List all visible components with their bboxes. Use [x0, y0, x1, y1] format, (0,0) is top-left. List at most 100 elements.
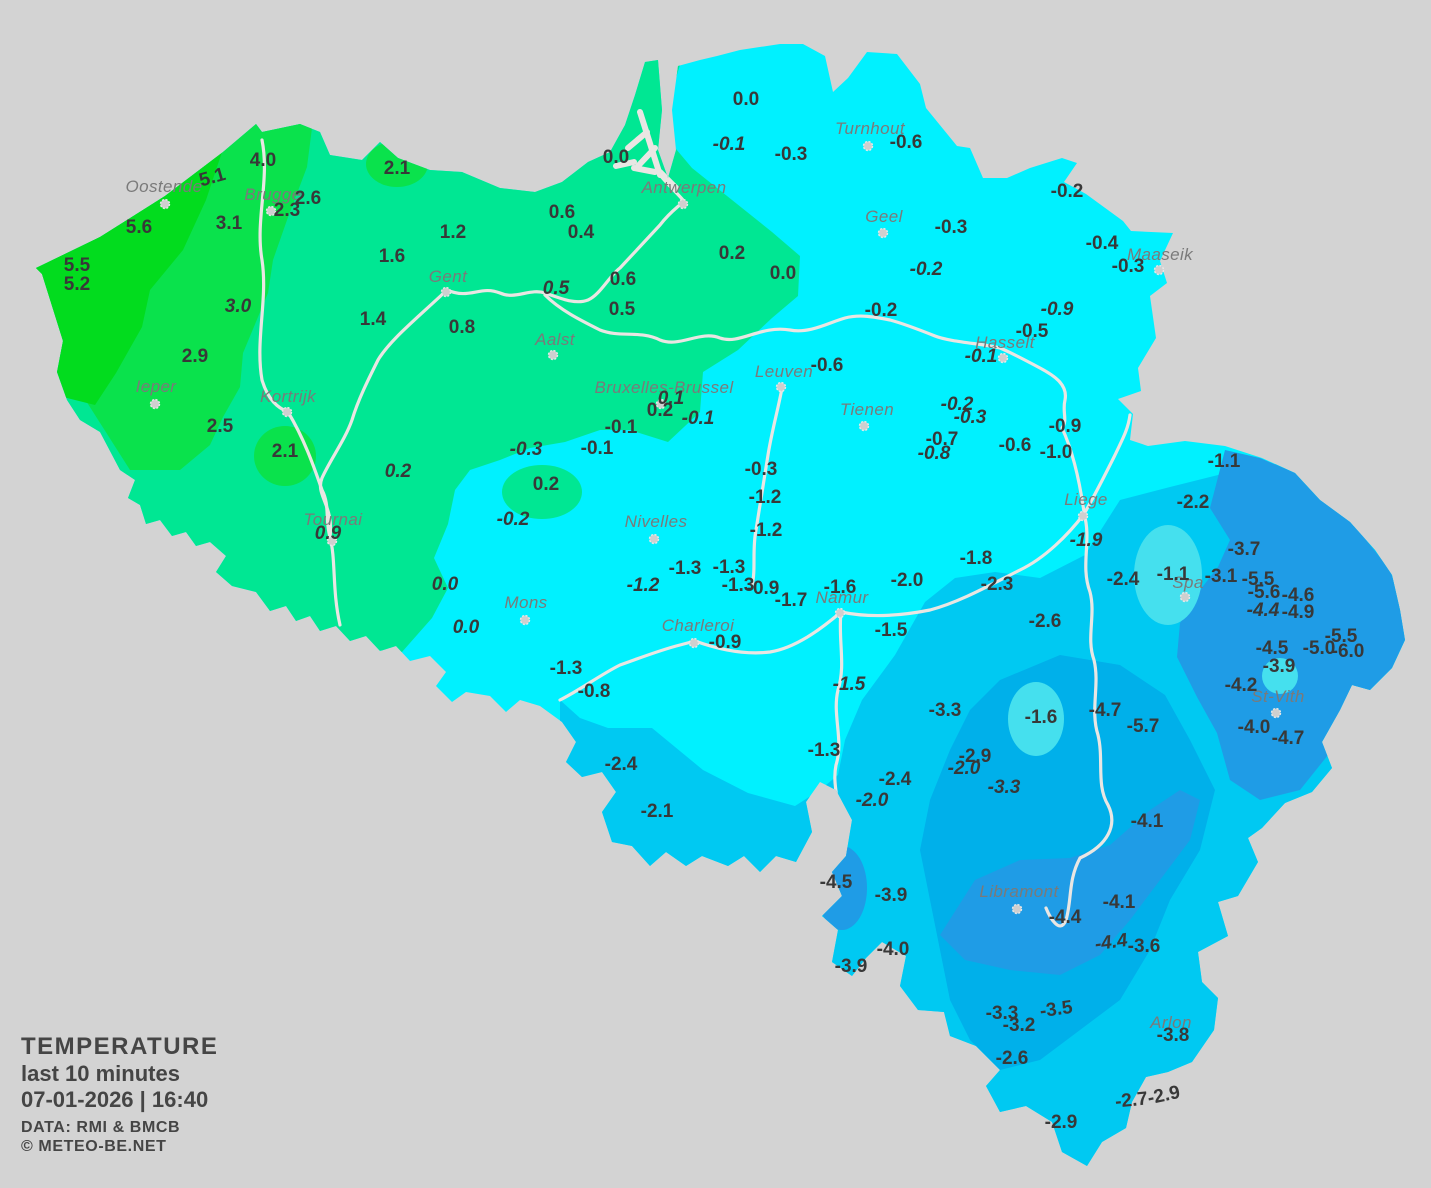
city-marker [677, 198, 689, 210]
temperature-value: -4.4 [1094, 930, 1130, 955]
city-marker [1077, 510, 1089, 522]
city-label: Bruxelles-Brussel [594, 378, 734, 397]
temperature-value: -0.7 [926, 429, 959, 450]
legend-datetime: 07-01-2026 | 16:40 [21, 1087, 209, 1113]
temperature-value: 0.6 [610, 269, 636, 290]
temperature-value: -1.3 [713, 557, 746, 578]
temperature-value: -0.3 [510, 439, 543, 460]
temperature-value: -0.1 [713, 134, 746, 155]
temperature-value: -3.6 [1128, 936, 1161, 957]
city-label: Leuven [755, 362, 813, 381]
temperature-value: -0.6 [890, 132, 923, 153]
temperature-value: -0.3 [745, 459, 778, 480]
temperature-value: -2.4 [1107, 569, 1140, 590]
river-meuse-south [833, 610, 844, 812]
temperature-value: -0.3 [775, 144, 808, 165]
temperature-value: -3.9 [835, 956, 868, 977]
city-marker [281, 406, 293, 418]
temperature-value: -2.2 [1177, 492, 1210, 513]
river-meuse-north [839, 512, 1086, 618]
temperature-value: 2.6 [295, 188, 321, 209]
temperature-value: -2.3 [981, 574, 1014, 595]
temperature-value: 0.6 [549, 202, 575, 223]
city-label: Arlon [1149, 1013, 1192, 1032]
temperature-value: -5.6 [1248, 582, 1281, 603]
temperature-value: -4.1 [1103, 892, 1136, 913]
city-marker [159, 198, 171, 210]
antwerp-docks [613, 109, 679, 191]
city-marker [326, 535, 338, 547]
temperature-value: -0.3 [935, 217, 968, 238]
temperature-value: -2.6 [1029, 611, 1062, 632]
city-label: Mons [504, 593, 547, 612]
temperature-value: -1.8 [960, 548, 993, 569]
temperature-value: -1.1 [1208, 451, 1241, 472]
city-marker [1270, 707, 1282, 719]
temperature-value: -3.7 [1228, 539, 1261, 560]
city-label: Nivelles [625, 512, 688, 531]
city-marker [648, 533, 660, 545]
city-marker [858, 420, 870, 432]
temperature-value: -4.1 [1131, 811, 1164, 832]
boundary-brabant [750, 386, 784, 587]
temperature-value: 3.1 [216, 213, 243, 234]
temperature-value: -3.2 [1003, 1015, 1036, 1036]
temperature-value: -4.0 [1238, 717, 1271, 738]
temperature-value: -3.9 [1263, 656, 1296, 677]
city-label: Turnhout [835, 119, 906, 138]
temperature-value: -0.1 [965, 346, 998, 367]
temperature-value: 0.8 [449, 317, 475, 338]
map-legend: TEMPERATURE last 10 minutes 07-01-2026 |… [21, 1033, 218, 1157]
temperature-value: -0.9 [1049, 416, 1082, 437]
city-markers-layer [149, 140, 1282, 915]
temperature-value: -0.9 [709, 632, 742, 653]
city-label: Spa [1172, 573, 1203, 592]
temperature-value: 1.4 [360, 309, 387, 330]
temperature-value: -4.9 [1282, 602, 1315, 623]
temperature-value: -0.8 [578, 681, 611, 702]
temperature-value: -0.8 [918, 443, 951, 464]
river-meuse-liege-north [1082, 413, 1132, 516]
temperature-value: -4.4 [1049, 907, 1082, 928]
zone-pocket-stvith [1262, 658, 1298, 694]
city-marker [440, 286, 452, 298]
temperature-value: 0.2 [719, 243, 745, 264]
city-marker [519, 614, 531, 626]
temperature-value: -0.2 [941, 394, 974, 415]
city-label: Tienen [840, 400, 894, 419]
temperature-value: -4.7 [1089, 700, 1122, 721]
temperature-value: 0.0 [453, 617, 480, 638]
temperature-value: -1.5 [875, 620, 908, 641]
city-label: Kortrijk [260, 387, 317, 406]
temperature-value: -3.9 [875, 885, 908, 906]
temperature-value: -2.0 [948, 758, 981, 779]
city-marker [862, 140, 874, 152]
temperature-value: -0.9 [1041, 299, 1074, 320]
city-label: Maaseik [1127, 245, 1194, 264]
temperature-value: -2.6 [996, 1048, 1029, 1069]
city-label: St-Vith [1251, 687, 1305, 706]
temperature-value: 2.3 [274, 200, 300, 221]
temperature-value: -1.2 [750, 520, 783, 541]
city-marker [834, 607, 846, 619]
temperature-value: -4.0 [877, 939, 910, 960]
temperature-value: 2.5 [207, 416, 234, 437]
temperature-value: -3.3 [986, 1003, 1019, 1024]
city-marker [688, 637, 700, 649]
temperature-value: -3.3 [929, 700, 962, 721]
temperature-value: -1.2 [627, 575, 660, 596]
temperature-value: 0.0 [770, 263, 796, 284]
temperature-value: -4.2 [1225, 675, 1258, 696]
boundary-lines-layer [258, 109, 1132, 928]
temperature-value: -6.0 [1332, 641, 1365, 662]
city-marker [655, 398, 667, 410]
temperature-value: -0.1 [682, 408, 715, 429]
zone-blue-dark-libramont [940, 790, 1200, 975]
city-marker [547, 349, 559, 361]
temperature-value: 0.1 [658, 388, 684, 409]
city-label: Tournai [304, 510, 364, 529]
temperature-value: -5.0 [1303, 638, 1336, 659]
temperature-value: -4.5 [820, 872, 853, 893]
temperature-value: -1.3 [669, 558, 702, 579]
